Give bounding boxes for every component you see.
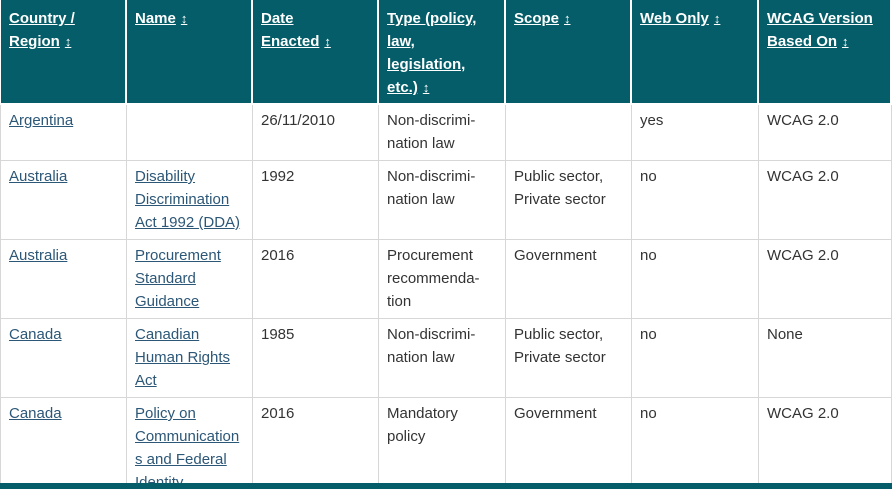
sort-arrow-icon: ↕ (64, 34, 72, 49)
date-enacted-cell: 1985 (253, 319, 379, 398)
date-enacted-cell: 2016 (253, 240, 379, 319)
web-only-cell: no (632, 319, 759, 398)
web-only-cell: no (632, 398, 759, 489)
wcag-version-cell: WCAG 2.0 (759, 105, 892, 161)
type-cell: Non-discrimi­nation law (379, 319, 506, 398)
scope-cell: Public sector, Private sector (506, 161, 632, 240)
column-label: Name (135, 10, 176, 27)
header-cell-scope: Scope ↕ (506, 0, 632, 105)
table-row: Argentina 26/11/2010 Non-discrimi­nation… (0, 105, 892, 161)
column-label: Country / Region (9, 10, 75, 50)
sort-arrow-icon: ↕ (713, 11, 721, 26)
scope-cell (506, 105, 632, 161)
scope-cell: Government (506, 398, 632, 489)
table-row: Canada Policy on Communications and Fede… (0, 398, 892, 489)
country-link[interactable]: Canada (9, 405, 62, 422)
country-cell: Canada (0, 398, 127, 489)
country-cell: Canada (0, 319, 127, 398)
column-label: WCAG Version Based On (767, 10, 873, 50)
scope-cell: Public sector, Private sector (506, 319, 632, 398)
sort-arrow-icon: ↕ (180, 11, 188, 26)
law-name-link[interactable]: Disability Discrimination Act 1992 (DDA) (135, 168, 241, 231)
type-cell: Procurement recommenda­tion (379, 240, 506, 319)
date-enacted-cell: 2016 (253, 398, 379, 489)
date-enacted-cell: 1992 (253, 161, 379, 240)
header-cell-date-enacted: Date Enacted ↕ (253, 0, 379, 105)
law-name-link[interactable]: Policy on Communications and Federal Ide… (135, 405, 240, 489)
header-cell-wcag-version: WCAG Version Based On ↕ (759, 0, 892, 105)
date-enacted-cell: 26/11/2010 (253, 105, 379, 161)
country-cell: Australia (0, 161, 127, 240)
column-label: Scope (514, 10, 560, 27)
sort-country-region[interactable]: Country / Region ↕ (9, 10, 75, 50)
type-cell: Mandatory policy (379, 398, 506, 489)
table-body: Argentina 26/11/2010 Non-discrimi­nation… (0, 105, 892, 489)
sort-scope[interactable]: Scope ↕ (514, 10, 571, 27)
sort-web-only[interactable]: Web Only ↕ (640, 10, 720, 27)
country-cell: Australia (0, 240, 127, 319)
header-cell-country-region: Country / Region ↕ (0, 0, 127, 105)
next-table-header-strip (0, 483, 892, 489)
table-row: Canada Canadian Human Rights Act 1985 No… (0, 319, 892, 398)
wcag-version-cell: None (759, 319, 892, 398)
table-header: Country / Region ↕ Name ↕ Date Enacted ↕ Ty… (0, 0, 892, 105)
type-cell: Non-discrimi­nation law (379, 105, 506, 161)
scope-cell: Government (506, 240, 632, 319)
country-cell: Argentina (0, 105, 127, 161)
header-row: Country / Region ↕ Name ↕ Date Enacted ↕ Ty… (0, 0, 892, 105)
country-link[interactable]: Australia (9, 247, 68, 264)
header-cell-web-only: Web Only ↕ (632, 0, 759, 105)
header-cell-name: Name ↕ (127, 0, 253, 105)
country-link[interactable]: Canada (9, 326, 62, 343)
sort-wcag-version[interactable]: WCAG Version Based On ↕ (767, 10, 873, 50)
sort-arrow-icon: ↕ (422, 80, 430, 95)
sort-type[interactable]: Type (policy, law, legislation, etc.) ↕ (387, 10, 476, 96)
column-label: Date Enacted (261, 10, 320, 50)
web-only-cell: no (632, 161, 759, 240)
web-only-cell: yes (632, 105, 759, 161)
country-link[interactable]: Australia (9, 168, 68, 185)
law-name-link[interactable]: Canadian Human Rights Act (135, 326, 231, 389)
country-link[interactable]: Argentina (9, 112, 74, 129)
wcag-version-cell: WCAG 2.0 (759, 398, 892, 489)
name-cell: Policy on Communications and Federal Ide… (127, 398, 253, 489)
sort-name[interactable]: Name ↕ (135, 10, 187, 27)
sort-arrow-icon: ↕ (564, 11, 571, 26)
sort-arrow-icon: ↕ (324, 34, 331, 49)
sort-date-enacted[interactable]: Date Enacted ↕ (261, 10, 331, 50)
name-cell: Canadian Human Rights Act (127, 319, 253, 398)
type-cell: Non-discrimi­nation law (379, 161, 506, 240)
wcag-version-cell: WCAG 2.0 (759, 240, 892, 319)
column-label: Type (policy, law, legislation, etc.) (387, 10, 477, 96)
name-cell: Procurement Standard Guidance (127, 240, 253, 319)
column-label: Web Only (640, 10, 709, 27)
web-only-cell: no (632, 240, 759, 319)
table-row: Australia Disability Discrimination Act … (0, 161, 892, 240)
name-cell (127, 105, 253, 161)
header-cell-type: Type (policy, law, legislation, etc.) ↕ (379, 0, 506, 105)
law-name-link[interactable]: Procurement Standard Guidance (135, 247, 221, 310)
wcag-version-cell: WCAG 2.0 (759, 161, 892, 240)
sort-arrow-icon: ↕ (842, 34, 849, 49)
name-cell: Disability Discrimination Act 1992 (DDA) (127, 161, 253, 240)
table-row: Australia Procurement Standard Guidance … (0, 240, 892, 319)
